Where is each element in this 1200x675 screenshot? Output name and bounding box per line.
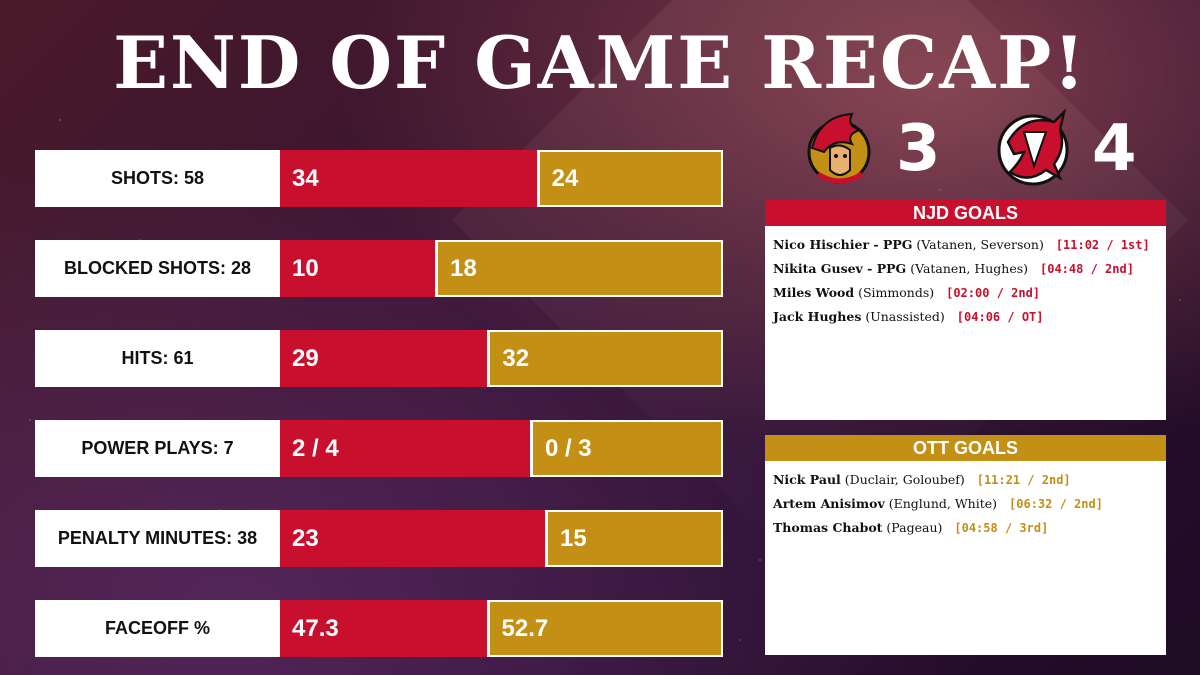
njd-score: 4 <box>1092 112 1137 186</box>
goal-assists: (Unassisted) <box>865 309 945 324</box>
stat-bars: 2 / 4 0 / 3 <box>280 420 723 477</box>
new-jersey-devils-logo-icon <box>994 108 1072 190</box>
goal-time: [11:02 / 1st] <box>1055 238 1150 252</box>
ott-goals-header: OTT GOALS <box>765 435 1166 461</box>
njd-bar: 15 <box>548 510 723 567</box>
stat-row-shots: SHOTS: 58 34 24 <box>35 150 723 207</box>
goal-time: [02:00 / 2nd] <box>946 286 1041 300</box>
goal-assists: (Vatanen, Hughes) <box>910 261 1029 276</box>
njd-bar: 32 <box>490 330 723 387</box>
goal-assists: (Vatanen, Severson) <box>916 237 1044 252</box>
goal-item: Thomas Chabot (Pageau) [04:58 / 3rd] <box>773 516 1158 540</box>
goal-scorer: Nikita Gusev - PPG <box>773 261 907 276</box>
ott-goals-panel: OTT GOALS Nick Paul (Duclair, Goloubef) … <box>765 435 1166 655</box>
goal-assists: (Duclair, Goloubef) <box>844 472 965 487</box>
goal-scorer: Artem Anisimov <box>773 496 885 511</box>
goal-scorer: Thomas Chabot <box>773 520 883 535</box>
goal-item: Artem Anisimov (Englund, White) [06:32 /… <box>773 492 1158 516</box>
scoreboard: 3 4 <box>800 108 1160 190</box>
stat-label: FACEOFF % <box>35 600 280 657</box>
goal-time: [04:48 / 2nd] <box>1040 262 1134 276</box>
goal-scorer: Nick Paul <box>773 472 841 487</box>
ott-bar: 29 <box>280 330 491 387</box>
stat-bars: 34 24 <box>280 150 723 207</box>
stat-label: SHOTS: 58 <box>35 150 280 207</box>
stat-row-penalty-minutes: PENALTY MINUTES: 38 23 15 <box>35 510 723 567</box>
njd-goals-list: Nico Hischier - PPG (Vatanen, Severson) … <box>765 226 1166 329</box>
stat-label: PENALTY MINUTES: 38 <box>35 510 280 567</box>
stat-bars: 47.3 52.7 <box>280 600 723 657</box>
goal-item: Miles Wood (Simmonds) [02:00 / 2nd] <box>773 281 1158 305</box>
goal-time: [04:58 / 3rd] <box>954 521 1049 535</box>
stat-bars: 23 15 <box>280 510 723 567</box>
njd-bar: 18 <box>438 240 723 297</box>
stat-bars: 10 18 <box>280 240 723 297</box>
goal-scorer: Jack Hughes <box>773 309 862 324</box>
stat-bars: 29 32 <box>280 330 723 387</box>
goal-item: Nikita Gusev - PPG (Vatanen, Hughes) [04… <box>773 257 1158 281</box>
njd-goals-panel: NJD GOALS Nico Hischier - PPG (Vatanen, … <box>765 200 1166 420</box>
stat-label: BLOCKED SHOTS: 28 <box>35 240 280 297</box>
ott-bar: 10 <box>280 240 439 297</box>
njd-goals-header: NJD GOALS <box>765 200 1166 226</box>
stat-label: POWER PLAYS: 7 <box>35 420 280 477</box>
page-title: END OF GAME RECAP! <box>113 20 1087 105</box>
stat-row-hits: HITS: 61 29 32 <box>35 330 723 387</box>
goal-time: [06:32 / 2nd] <box>1009 497 1103 511</box>
stat-row-power-plays: POWER PLAYS: 7 2 / 4 0 / 3 <box>35 420 723 477</box>
goal-item: Nico Hischier - PPG (Vatanen, Severson) … <box>773 233 1158 257</box>
goal-assists: (Englund, White) <box>888 496 998 511</box>
goal-scorer: Nico Hischier - PPG <box>773 237 913 252</box>
ottawa-senators-logo-icon <box>800 108 878 190</box>
goal-scorer: Miles Wood <box>773 285 855 300</box>
ott-goals-list: Nick Paul (Duclair, Goloubef) [11:21 / 2… <box>765 461 1166 540</box>
ott-bar: 2 / 4 <box>280 420 533 477</box>
njd-bar: 24 <box>539 150 723 207</box>
goal-time: [11:21 / 2nd] <box>976 473 1071 487</box>
ott-score: 3 <box>896 112 941 186</box>
stat-row-faceoff: FACEOFF % 47.3 52.7 <box>35 600 723 657</box>
ott-bar: 23 <box>280 510 548 567</box>
goal-item: Nick Paul (Duclair, Goloubef) [11:21 / 2… <box>773 468 1158 492</box>
njd-bar: 52.7 <box>489 600 723 657</box>
goal-item: Jack Hughes (Unassisted) [04:06 / OT] <box>773 305 1158 329</box>
goal-time: [04:06 / OT] <box>956 310 1044 324</box>
ott-bar: 47.3 <box>280 600 490 657</box>
stat-label: HITS: 61 <box>35 330 280 387</box>
ott-bar: 34 <box>280 150 540 207</box>
njd-bar: 0 / 3 <box>532 420 723 477</box>
goal-assists: (Simmonds) <box>858 285 935 300</box>
stat-row-blocked-shots: BLOCKED SHOTS: 28 10 18 <box>35 240 723 297</box>
goal-assists: (Pageau) <box>886 520 943 535</box>
